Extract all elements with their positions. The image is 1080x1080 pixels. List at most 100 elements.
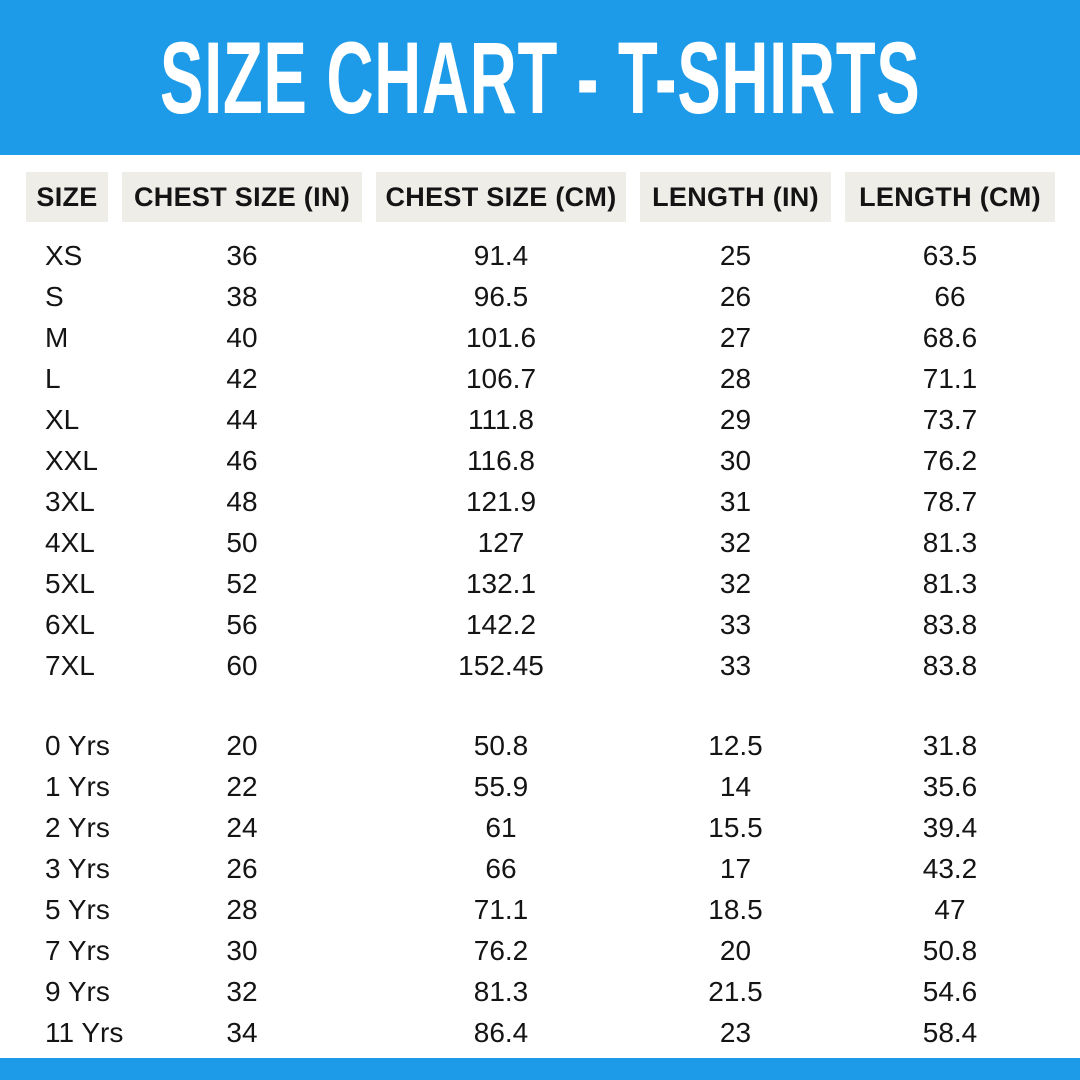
table-cell: 106.7 [465, 362, 537, 394]
table-cell: 66 [934, 280, 966, 312]
table-row: 4XL 50 127 32 81.3 [26, 522, 1054, 563]
table-row: XXL 46 116.8 30 76.2 [26, 440, 1054, 481]
table-cell: 71.1 [473, 893, 529, 925]
table-cell: 29 [719, 403, 752, 435]
table-cell: 32 [719, 567, 752, 599]
table-cell: 132.1 [465, 567, 537, 599]
table-row: 7 Yrs 30 76.2 20 50.8 [26, 930, 1054, 971]
table-cell: 50.8 [473, 729, 529, 761]
table-cell-size-label: XL [45, 403, 80, 435]
table-row: 2 Yrs 24 61 15.5 39.4 [26, 807, 1054, 848]
table-cell: 96.5 [473, 280, 529, 312]
table-cell: 81.3 [922, 526, 978, 558]
table-row: L 42 106.7 28 71.1 [26, 358, 1054, 399]
table-cell: 46 [226, 444, 258, 476]
table-cell: 50 [226, 526, 258, 558]
table-cell: 33 [719, 649, 752, 681]
table-cell: 83.8 [922, 649, 978, 681]
table-row: XL 44 111.8 29 73.7 [26, 399, 1054, 440]
table-cell: 12.5 [708, 729, 763, 761]
table-cell-size-label: S [45, 280, 64, 312]
table-cell: 52 [226, 567, 258, 599]
table-cell: 36 [226, 239, 258, 271]
column-header-length-in: LENGTH (IN) [640, 172, 831, 222]
table-cell: 76.2 [922, 444, 978, 476]
table-cell-size-label: 2 Yrs [45, 811, 110, 843]
table-cell: 47 [934, 893, 966, 925]
table-cell-size-label: 7 Yrs [45, 934, 110, 966]
table-cell-size-label: 3 Yrs [45, 852, 110, 884]
footer-accent-bar [0, 1058, 1080, 1080]
table-cell: 20 [719, 934, 752, 966]
table-row: 0 Yrs 20 50.8 12.5 31.8 [26, 725, 1054, 766]
table-cell: 28 [719, 362, 752, 394]
table-cell: 73.7 [922, 403, 978, 435]
table-cell: 81.3 [922, 567, 978, 599]
table-row: XS 36 91.4 25 63.5 [26, 235, 1054, 276]
table-cell: 63.5 [922, 239, 978, 271]
table-cell: 54.6 [922, 975, 978, 1007]
table-cell-size-label: 7XL [45, 649, 95, 681]
table-row: 11 Yrs 34 86.4 23 58.4 [26, 1012, 1054, 1053]
table-cell: 48 [226, 485, 258, 517]
table-cell: 33 [719, 608, 752, 640]
table-row: 7XL 60 152.45 33 83.8 [26, 645, 1054, 686]
table-cell: 86.4 [473, 1016, 529, 1048]
column-header-chest-cm: CHEST SIZE (CM) [376, 172, 626, 222]
table-cell: 25 [719, 239, 752, 271]
table-row: 9 Yrs 32 81.3 21.5 54.6 [26, 971, 1054, 1012]
table-cell: 26 [226, 852, 258, 884]
table-cell: 23 [719, 1016, 752, 1048]
table-row: S 38 96.5 26 66 [26, 276, 1054, 317]
table-cell: 26 [719, 280, 752, 312]
table-cell: 31.8 [922, 729, 978, 761]
table-cell: 111.8 [468, 403, 534, 435]
table-cell-size-label: 9 Yrs [45, 975, 110, 1007]
table-cell-size-label: 0 Yrs [45, 729, 110, 761]
table-cell: 27 [719, 321, 752, 353]
table-cell: 39.4 [922, 811, 978, 843]
title-banner: SIZE CHART - T-SHIRTS [0, 0, 1080, 155]
table-cell-size-label: 1 Yrs [45, 770, 110, 802]
table-row: 5XL 52 132.1 32 81.3 [26, 563, 1054, 604]
table-cell: 15.5 [708, 811, 763, 843]
table-cell: 22 [226, 770, 258, 802]
table-cell-size-label: XXL [45, 444, 98, 476]
table-cell: 76.2 [473, 934, 529, 966]
table-cell: 32 [719, 526, 752, 558]
table-cell: 35.6 [922, 770, 978, 802]
table-cell: 58.4 [922, 1016, 978, 1048]
table-cell: 83.8 [922, 608, 978, 640]
table-row: 5 Yrs 28 71.1 18.5 47 [26, 889, 1054, 930]
table-cell: 71.1 [922, 362, 978, 394]
table-row: M 40 101.6 27 68.6 [26, 317, 1054, 358]
table-cell-size-label: M [45, 321, 69, 353]
size-table: SIZE CHEST SIZE (IN) CHEST SIZE (CM) LEN… [26, 172, 1055, 1053]
table-cell-size-label: 5XL [45, 567, 95, 599]
table-cell: 40 [226, 321, 258, 353]
table-row: 3XL 48 121.9 31 78.7 [26, 481, 1054, 522]
table-cell: 101.6 [465, 321, 537, 353]
table-cell: 66 [485, 852, 517, 884]
table-cell-size-label: L [45, 362, 61, 394]
table-row: 3 Yrs 26 66 17 43.2 [26, 848, 1054, 889]
table-cell: 34 [226, 1016, 258, 1048]
table-cell: 81.3 [473, 975, 529, 1007]
table-cell: 56 [226, 608, 258, 640]
table-row: 1 Yrs 22 55.9 14 35.6 [26, 766, 1054, 807]
table-cell-size-label: 11 Yrs [45, 1016, 124, 1048]
table-cell: 24 [226, 811, 258, 843]
table-cell: 30 [719, 444, 752, 476]
table-cell: 30 [226, 934, 258, 966]
table-cell-size-label: 4XL [45, 526, 95, 558]
table-cell: 18.5 [708, 893, 763, 925]
table-cell: 43.2 [922, 852, 978, 884]
table-cell: 28 [226, 893, 258, 925]
table-cell: 20 [226, 729, 258, 761]
section-gap [26, 686, 1054, 725]
table-cell: 44 [226, 403, 258, 435]
table-cell: 152.45 [458, 649, 544, 681]
table-row: 6XL 56 142.2 33 83.8 [26, 604, 1054, 645]
table-cell: 32 [226, 975, 258, 1007]
